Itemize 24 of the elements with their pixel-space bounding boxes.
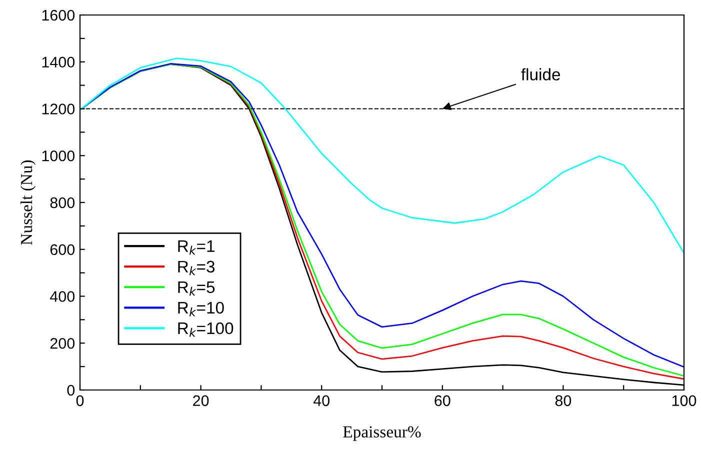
y-tick-label: 1400	[42, 56, 75, 68]
x-tick-label: 60	[434, 395, 450, 406]
line-series	[80, 58, 684, 254]
y-tick-label: 1600	[42, 10, 75, 21]
legend-label: R$_{k}$=5	[178, 281, 215, 296]
y-tick-label: 400	[50, 291, 75, 302]
x-tick-label: 40	[313, 395, 330, 406]
x-tick-label: 0	[76, 395, 84, 406]
x-tick-label: 80	[555, 395, 572, 406]
annotation: fluide	[521, 68, 560, 80]
legend-label: R$_{k}$=10	[178, 302, 224, 316]
x-tick-label: 20	[193, 395, 209, 406]
y-tick-label: 800	[50, 197, 75, 208]
legend-label: R$_{k}$=3	[178, 260, 215, 276]
y-tick-label: 1000	[42, 150, 75, 162]
x-axis-title: Epaisseur%	[343, 426, 421, 441]
legend-label: R$_{k}$=100	[178, 322, 234, 337]
y-tick-label: 1200	[42, 104, 75, 114]
y-tick-label: 200	[50, 338, 75, 349]
x-tick-label: 100	[672, 395, 696, 406]
y-axis-title: Nusselt (Nu)	[20, 160, 36, 245]
y-tick-label: 600	[50, 244, 75, 256]
y-tick-label: 0	[67, 384, 75, 396]
legend-label: R$_{k}$=1	[178, 240, 214, 255]
